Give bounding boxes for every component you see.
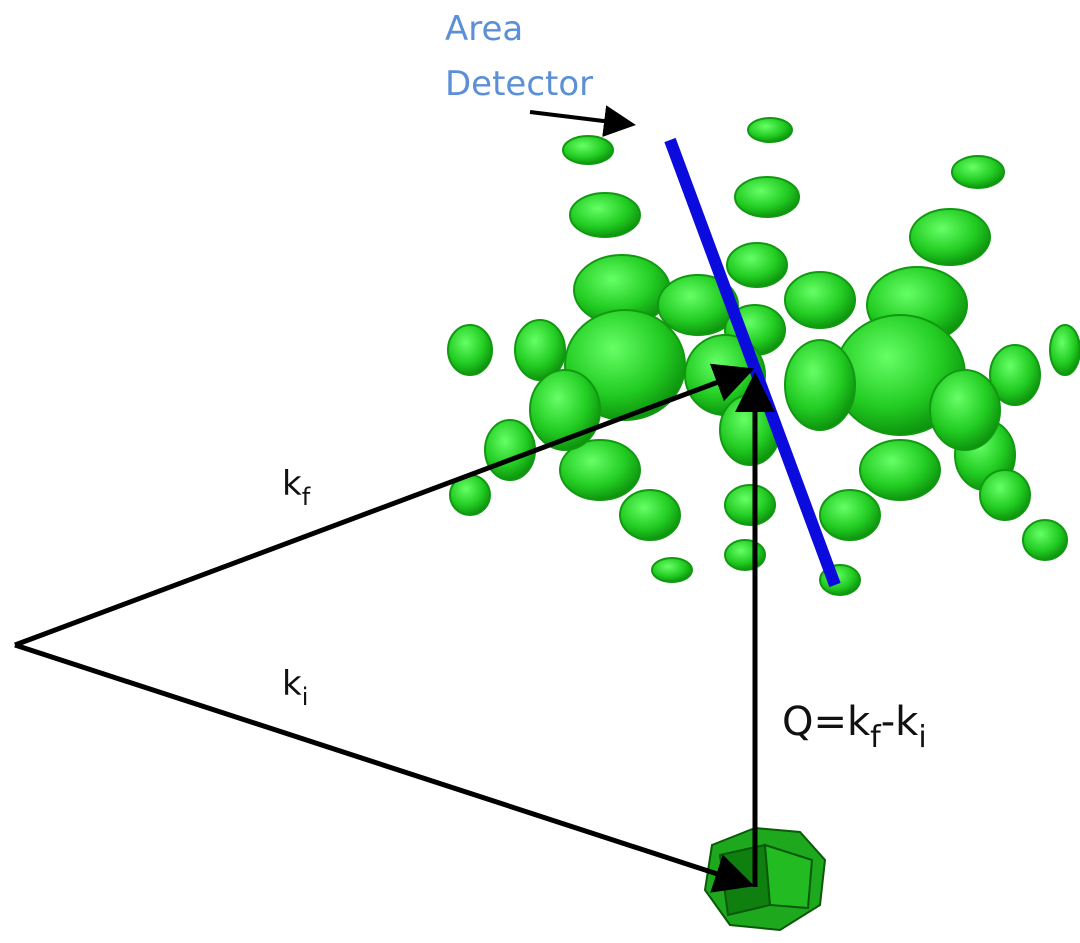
detector-pointer [530,112,628,124]
ki-label: ki [282,664,308,711]
ki-base: k [282,664,302,704]
q-sub: i [918,720,926,755]
crystal [705,828,825,930]
q-label: Q=kf-ki [782,699,927,755]
detector-label: Area [445,9,523,49]
ki-sub: i [302,683,309,711]
detector-label: Detector [445,64,593,104]
kf-base: k [282,464,302,504]
q-part: -k [881,699,919,745]
diagram: Area Detector kf ki Q=kf-ki [0,0,1080,943]
page: {"detector_label": {"line1": "Area", "li… [0,0,1080,943]
kf-label: kf [282,464,311,511]
kf-sub: f [302,483,311,511]
ki-vector [15,645,745,883]
reciprocal-lattice [448,118,1080,595]
q-part: Q=k [782,699,871,745]
